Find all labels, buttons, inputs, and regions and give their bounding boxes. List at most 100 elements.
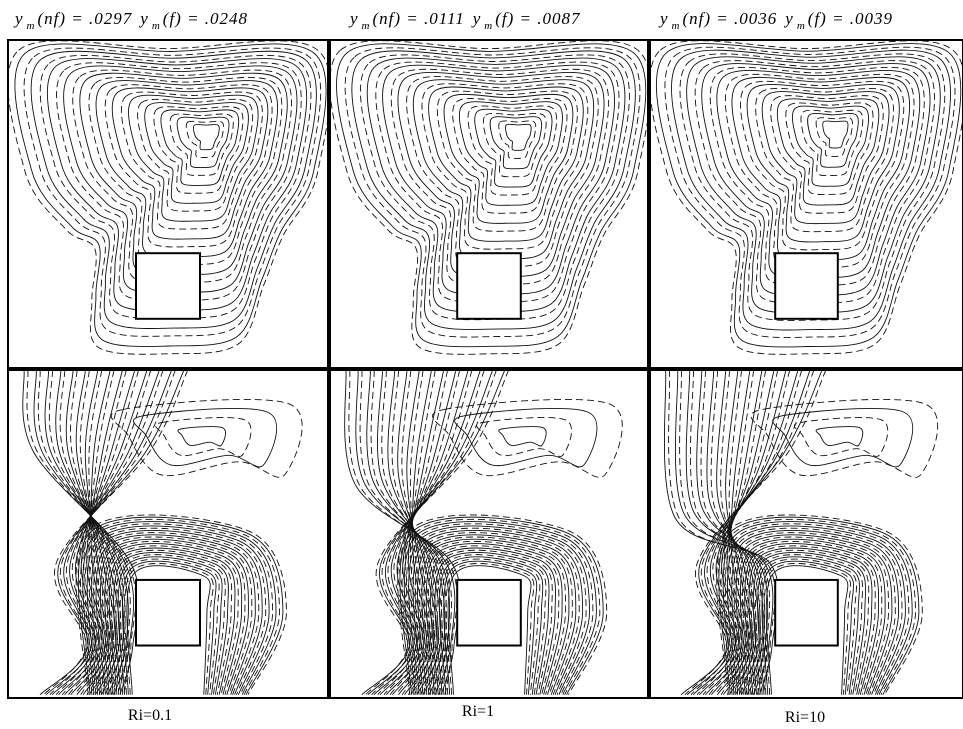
solid-streamline	[505, 123, 532, 151]
dashed-isotherm	[370, 370, 447, 695]
dashed-isotherm	[419, 536, 573, 695]
solid-streamline	[111, 87, 269, 240]
solid-streamline	[382, 64, 615, 295]
dashed-isotherm	[708, 370, 779, 695]
solid-streamline	[761, 91, 890, 225]
solid-streamline	[192, 124, 220, 151]
solid-isotherm	[731, 530, 900, 695]
dashed-isotherm	[720, 519, 916, 695]
stream-function-header: y m (nf) = .0111 y m (f) = .0087	[348, 9, 581, 32]
dashed-isotherm	[710, 370, 758, 695]
solid-streamline	[397, 71, 605, 278]
dashed-streamline	[724, 73, 915, 269]
solid-isotherm	[454, 408, 598, 468]
dashed-isotherm	[445, 563, 535, 695]
header-text: (f) = .0087	[495, 9, 581, 28]
solid-isotherm	[355, 370, 456, 695]
dashed-streamline	[800, 109, 864, 177]
dashed-isotherm	[726, 370, 751, 695]
psi-symbol: y	[348, 9, 359, 28]
dashed-isotherm	[75, 514, 287, 695]
dashed-isotherm	[696, 370, 803, 695]
solid-isotherm	[412, 530, 584, 695]
dashed-isotherm	[391, 370, 440, 695]
dashed-streamline	[169, 113, 234, 176]
dashed-streamline	[360, 54, 630, 321]
solid-isotherm	[399, 516, 604, 695]
dashed-streamline	[755, 87, 894, 233]
isotherm-panel	[663, 370, 938, 696]
solid-isotherm	[706, 370, 760, 695]
dashed-isotherm	[49, 370, 176, 695]
isotherm-panel	[22, 370, 303, 696]
dashed-isotherm	[401, 370, 436, 695]
dashed-streamline	[137, 98, 254, 212]
solid-isotherm	[739, 538, 886, 695]
dashed-isotherm	[755, 554, 863, 695]
dashed-isotherm	[88, 527, 267, 695]
solid-isotherm	[379, 370, 469, 695]
stream-function-header: y m (nf) = .0036 y m (f) = .0039	[658, 9, 893, 32]
panel-frame	[649, 369, 963, 699]
streamline-panel	[330, 40, 648, 355]
dashed-isotherm	[432, 398, 623, 478]
solid-isotherm	[385, 370, 457, 695]
dashed-isotherm	[43, 370, 189, 695]
dashed-isotherm	[348, 370, 458, 695]
solid-isotherm	[33, 370, 135, 695]
solid-isotherm	[757, 556, 860, 695]
dashed-streamline	[770, 95, 884, 214]
dashed-streamline	[421, 83, 589, 250]
header-text: (nf) = .0297	[38, 9, 133, 28]
dashed-isotherm	[729, 527, 903, 695]
dashed-streamline	[120, 91, 263, 230]
dashed-isotherm	[733, 532, 896, 695]
dashed-streamline	[467, 105, 558, 196]
solid-streamline	[412, 79, 595, 260]
solid-streamline	[731, 76, 910, 261]
solid-isotherm	[686, 370, 811, 696]
dashed-isotherm	[436, 554, 547, 695]
psi-symbol: y	[138, 9, 149, 28]
dashed-isotherm	[690, 370, 815, 695]
dashed-isotherm	[377, 370, 485, 695]
dashed-streamline	[153, 106, 244, 194]
solid-streamline	[671, 49, 951, 331]
dashed-isotherm	[37, 370, 131, 695]
dashed-isotherm	[70, 370, 118, 695]
solid-streamline	[443, 93, 574, 224]
dashed-streamline	[694, 60, 935, 304]
dashed-streamline	[8, 40, 328, 355]
dashed-isotherm	[427, 545, 560, 695]
dashed-isotherm	[61, 370, 152, 695]
solid-streamline	[95, 80, 278, 258]
dashed-isotherm	[110, 399, 303, 478]
solid-isotherm	[744, 543, 879, 695]
dashed-streamline	[740, 80, 905, 251]
dashed-isotherm	[84, 523, 274, 695]
solid-streamline	[746, 84, 900, 243]
solid-streamline	[351, 50, 636, 330]
solid-isotherm	[64, 370, 136, 695]
dashed-streamline	[104, 84, 273, 248]
solid-streamline	[176, 116, 230, 169]
dashed-isotherm	[381, 370, 443, 695]
dashed-isotherm	[124, 563, 214, 695]
solid-streamline	[79, 72, 288, 276]
dashed-isotherm	[716, 514, 923, 695]
dashed-isotherm	[414, 532, 580, 695]
dashed-isotherm	[476, 417, 572, 457]
solid-isotherm	[815, 426, 864, 447]
dashed-streamline	[390, 68, 610, 286]
solid-isotherm	[344, 370, 461, 695]
solid-isotherm	[408, 525, 590, 695]
solid-streamline	[30, 50, 317, 329]
solid-isotherm	[104, 543, 243, 695]
dashed-streamline	[709, 66, 925, 287]
solid-isotherm	[430, 547, 556, 695]
solid-streamline	[336, 43, 647, 348]
solid-isotherm	[772, 408, 914, 468]
header-text: (f) = .0248	[163, 9, 248, 28]
solid-isotherm	[711, 370, 763, 695]
panel-frame	[329, 39, 649, 369]
